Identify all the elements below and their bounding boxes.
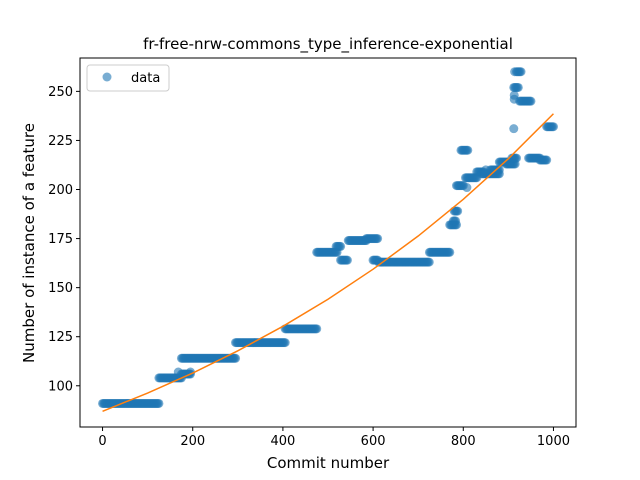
data-point (513, 82, 523, 92)
y-tick-label: 125 (48, 330, 73, 345)
data-point (312, 324, 322, 334)
x-tick-label: 400 (270, 434, 295, 449)
data-point (509, 90, 519, 100)
y-tick-label: 100 (48, 379, 73, 394)
data-point (511, 153, 521, 163)
y-tick-label: 225 (48, 134, 73, 149)
data-point (445, 247, 455, 257)
data-point (173, 367, 183, 377)
x-axis-label: Commit number (267, 454, 390, 472)
legend: data (86, 64, 170, 92)
chart-title: fr-free-nrw-commons_type_inference-expon… (143, 35, 513, 54)
data-point (494, 165, 504, 175)
x-tick-label: 1000 (537, 434, 570, 449)
axes-frame (79, 57, 577, 428)
data-point (231, 353, 241, 363)
data-point (548, 122, 558, 132)
data-point (509, 124, 519, 134)
data-point (526, 96, 536, 106)
x-tick-label: 0 (98, 434, 106, 449)
y-tick-label: 250 (48, 85, 73, 100)
data-point (463, 145, 473, 155)
x-axis: 0 200 400 600 800 1000 (98, 427, 570, 449)
data-point (424, 257, 434, 267)
legend-box (86, 64, 170, 92)
y-tick-label: 200 (48, 183, 73, 198)
fit-line (102, 113, 554, 412)
data-point (453, 206, 463, 216)
data-point (373, 234, 383, 244)
y-tick-label: 150 (48, 281, 73, 296)
data-point (510, 67, 520, 77)
data-point (516, 67, 526, 77)
legend-label-data: data (131, 71, 160, 86)
data-point (451, 216, 461, 226)
x-tick-label: 600 (361, 434, 386, 449)
y-axis-label: Number of instance of a feature (20, 123, 38, 363)
plot-area (98, 67, 558, 412)
data-point (481, 165, 491, 175)
data-point (280, 338, 290, 348)
x-tick-label: 800 (451, 434, 476, 449)
y-axis: 100 125 150 175 200 225 250 (48, 85, 80, 394)
data-point (336, 241, 346, 251)
y-tick-label: 175 (48, 232, 73, 247)
data-point (462, 183, 472, 193)
data-point (154, 398, 164, 408)
data-point (342, 255, 352, 265)
data-point (542, 155, 552, 165)
x-tick-label: 200 (180, 434, 205, 449)
legend-marker-data (102, 72, 112, 82)
